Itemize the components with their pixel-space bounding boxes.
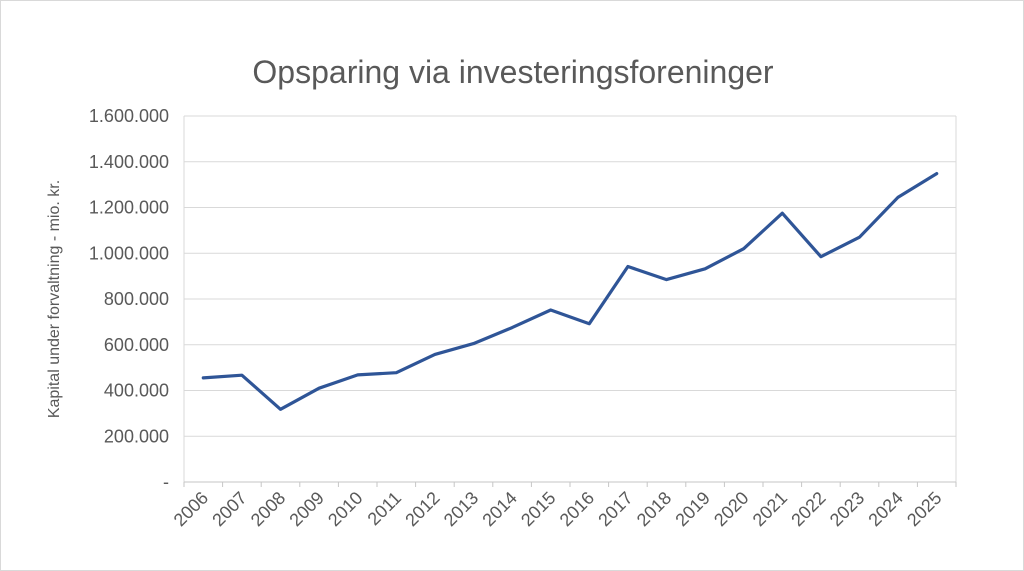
x-tick-label: 2016 — [556, 488, 598, 530]
y-tick-label: 1.200.000 — [89, 198, 169, 218]
y-axis-title: Kapital under forvaltning - mio. kr. — [46, 180, 63, 418]
y-tick-label: - — [163, 472, 169, 492]
x-axis-labels: 2006200720082009201020112012201320142015… — [170, 488, 946, 530]
y-tick-label: 1.600.000 — [89, 106, 169, 126]
x-tick-label: 2014 — [478, 488, 520, 530]
chart-title: Opsparing via investeringsforeninger — [252, 54, 774, 90]
x-tick-label: 2024 — [864, 488, 906, 530]
y-tick-label: 1.400.000 — [89, 152, 169, 172]
x-tick-label: 2022 — [787, 488, 829, 530]
x-tick-label: 2006 — [170, 488, 212, 530]
x-tick-label: 2018 — [633, 488, 675, 530]
x-tick-label: 2025 — [903, 488, 945, 530]
x-tick-label: 2023 — [826, 488, 868, 530]
x-tick-label: 2011 — [364, 488, 406, 530]
x-tick-label: 2010 — [324, 488, 366, 530]
data-series-line — [201, 172, 939, 411]
x-axis-ticks — [183, 482, 957, 487]
x-tick-label: 2015 — [517, 488, 559, 530]
y-tick-label: 600.000 — [104, 335, 169, 355]
y-tick-label: 200.000 — [104, 426, 169, 446]
x-tick-label: 2017 — [594, 488, 636, 530]
x-tick-label: 2021 — [749, 488, 791, 530]
x-tick-label: 2019 — [671, 488, 713, 530]
x-tick-label: 2012 — [401, 488, 443, 530]
x-tick-label: 2009 — [285, 488, 327, 530]
x-tick-label: 2020 — [710, 488, 752, 530]
x-tick-label: 2008 — [247, 488, 289, 530]
x-tick-label: 2013 — [440, 488, 482, 530]
y-tick-label: 400.000 — [104, 381, 169, 401]
y-tick-label: 1.000.000 — [89, 243, 169, 263]
y-tick-label: 800.000 — [104, 289, 169, 309]
y-axis-labels: 1.600.000 1.400.000 1.200.000 1.000.000 800.… — [89, 106, 169, 492]
x-tick-label: 2007 — [208, 488, 250, 530]
gridlines — [184, 115, 956, 437]
